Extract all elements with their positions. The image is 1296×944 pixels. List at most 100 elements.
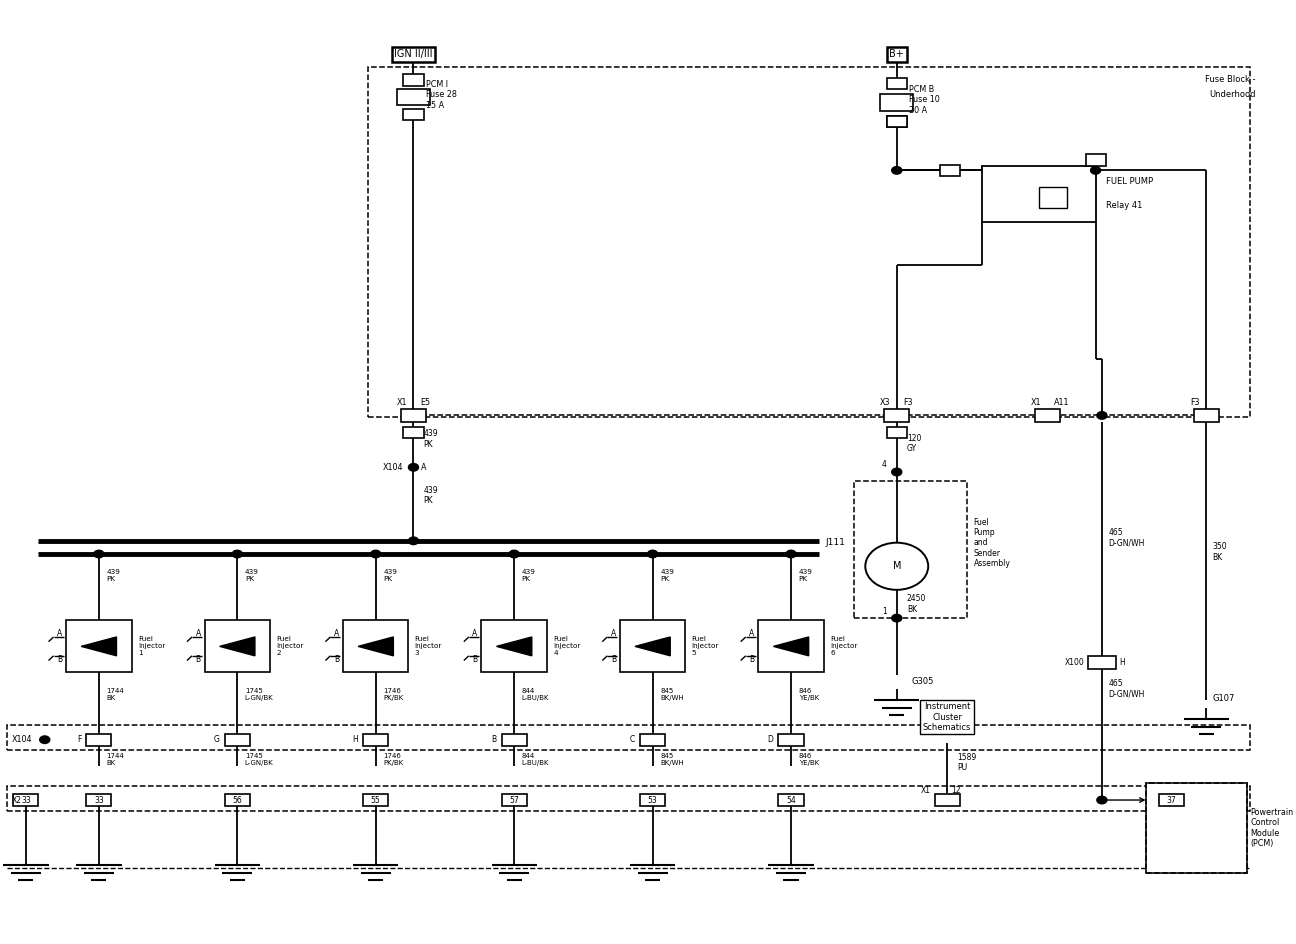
Text: 439
PK: 439 PK	[660, 569, 674, 582]
Text: 844
L-BU/BK: 844 L-BU/BK	[522, 688, 550, 701]
Text: 1745
L-GN/BK: 1745 L-GN/BK	[245, 688, 273, 701]
Text: Fuel
Injector
5: Fuel Injector 5	[692, 636, 719, 656]
Text: Fuel
Injector
2: Fuel Injector 2	[276, 636, 303, 656]
Text: 37: 37	[1166, 796, 1175, 804]
Bar	[403, 75, 424, 86]
Text: X1: X1	[1032, 397, 1042, 407]
Bar	[403, 110, 424, 121]
Text: 12: 12	[951, 786, 960, 795]
Text: 120
GY: 120 GY	[907, 434, 921, 453]
Text: Powertrain
Control
Module
(PCM): Powertrain Control Module (PCM)	[1251, 808, 1293, 848]
Bar	[886, 116, 907, 127]
Text: D: D	[767, 735, 774, 744]
Polygon shape	[635, 637, 670, 656]
Text: 1744
BK: 1744 BK	[106, 688, 124, 701]
Bar	[1194, 409, 1220, 422]
Text: B+: B+	[889, 49, 905, 59]
Circle shape	[1096, 412, 1107, 419]
Text: F3: F3	[1191, 397, 1200, 407]
Bar	[884, 409, 910, 422]
Text: 33: 33	[95, 796, 104, 804]
Text: A: A	[57, 629, 62, 638]
Text: 465
D-GN/WH: 465 D-GN/WH	[1108, 529, 1144, 548]
Bar	[87, 794, 111, 806]
Bar	[886, 427, 907, 438]
Text: 439
PK: 439 PK	[384, 569, 397, 582]
Polygon shape	[220, 637, 255, 656]
Text: 1: 1	[883, 607, 886, 616]
Text: 439
PK: 439 PK	[106, 569, 121, 582]
Text: B: B	[334, 655, 340, 664]
Bar	[502, 733, 526, 746]
Bar	[1146, 784, 1247, 872]
Circle shape	[509, 550, 520, 558]
Text: 350
BK: 350 BK	[1213, 543, 1227, 562]
Text: X100: X100	[1064, 658, 1085, 666]
Bar	[619, 620, 686, 672]
Bar	[6, 786, 1251, 811]
Text: Fuse Block -: Fuse Block -	[1205, 76, 1256, 84]
Bar	[640, 733, 665, 746]
Bar	[934, 794, 959, 806]
Text: 1745
L-GN/BK: 1745 L-GN/BK	[245, 753, 273, 766]
Polygon shape	[774, 637, 809, 656]
Text: G107: G107	[1213, 694, 1235, 702]
Text: 1589
PU: 1589 PU	[958, 752, 976, 772]
Polygon shape	[358, 637, 394, 656]
Circle shape	[40, 736, 49, 744]
Text: 439
PK: 439 PK	[798, 569, 813, 582]
Polygon shape	[82, 637, 117, 656]
Text: Fuel
Injector
4: Fuel Injector 4	[553, 636, 581, 656]
Text: X104: X104	[12, 735, 32, 744]
Text: Underhood: Underhood	[1209, 91, 1256, 99]
Bar	[224, 794, 250, 806]
Text: PCM I
Fuse 28
15 A: PCM I Fuse 28 15 A	[426, 80, 457, 110]
Text: 4: 4	[881, 460, 886, 469]
Text: B: B	[473, 655, 478, 664]
Bar	[502, 794, 526, 806]
Text: 439
PK: 439 PK	[522, 569, 535, 582]
Circle shape	[93, 550, 104, 558]
Circle shape	[648, 550, 657, 558]
Bar	[940, 164, 959, 176]
Text: A11: A11	[1054, 397, 1069, 407]
Text: 439
PK: 439 PK	[424, 430, 438, 448]
Text: 439
PK: 439 PK	[245, 569, 259, 582]
Text: A: A	[473, 629, 478, 638]
Text: J111: J111	[826, 538, 845, 548]
Text: H: H	[353, 735, 358, 744]
Text: X1: X1	[397, 397, 407, 407]
Text: F3: F3	[903, 397, 912, 407]
Bar	[400, 409, 426, 422]
Text: X3: X3	[880, 397, 890, 407]
Text: 1744
BK: 1744 BK	[106, 753, 124, 766]
Text: F: F	[76, 735, 82, 744]
Bar	[1159, 794, 1183, 806]
Bar	[640, 794, 665, 806]
Text: Fuel
Injector
3: Fuel Injector 3	[415, 636, 442, 656]
Text: X2: X2	[12, 796, 22, 804]
Bar	[1089, 656, 1116, 668]
Circle shape	[408, 537, 419, 545]
Text: IGN II/III: IGN II/III	[394, 49, 433, 59]
Text: M: M	[893, 562, 901, 571]
Bar	[66, 620, 132, 672]
Bar	[1039, 187, 1067, 208]
Circle shape	[1096, 796, 1107, 803]
Text: 845
BK/WH: 845 BK/WH	[660, 753, 684, 766]
Text: A: A	[610, 629, 616, 638]
Text: 465
D-GN/WH: 465 D-GN/WH	[1108, 679, 1144, 699]
Text: 844
L-BU/BK: 844 L-BU/BK	[522, 753, 550, 766]
Circle shape	[408, 464, 419, 471]
Text: A: A	[334, 629, 340, 638]
Bar	[343, 620, 408, 672]
Text: Instrument
Cluster
Schematics: Instrument Cluster Schematics	[923, 702, 971, 732]
Bar	[403, 427, 424, 438]
Circle shape	[1090, 166, 1100, 174]
Text: PCM B
Fuse 10
20 A: PCM B Fuse 10 20 A	[910, 85, 940, 114]
Text: Relay 41: Relay 41	[1105, 201, 1142, 210]
Text: C: C	[630, 735, 635, 744]
Text: B: B	[57, 655, 62, 664]
Text: 33: 33	[21, 796, 31, 804]
Text: G305: G305	[912, 677, 934, 685]
